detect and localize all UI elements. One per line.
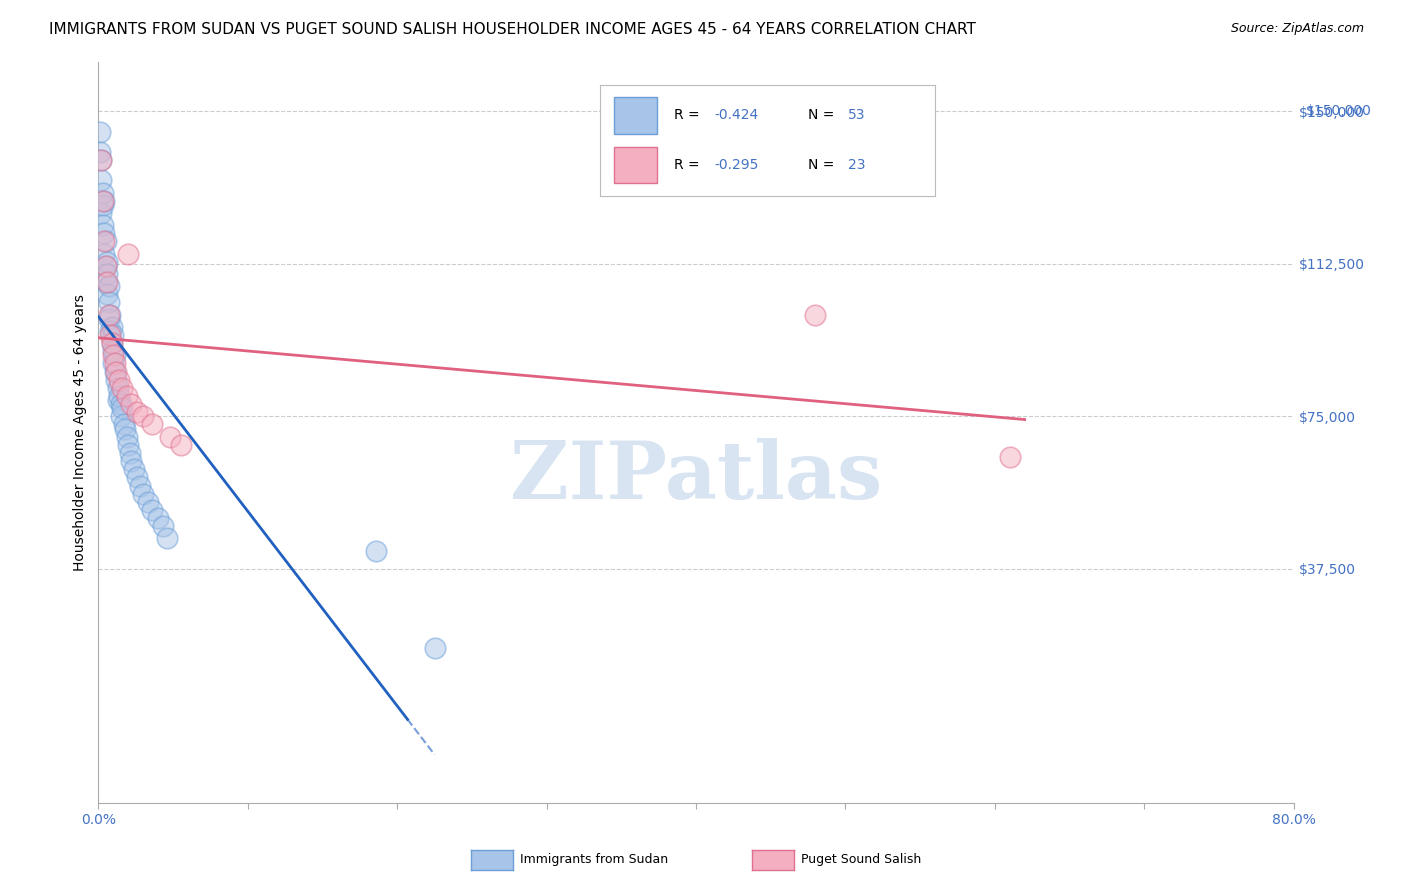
Point (998, 450, 1021, 464)
Point (94, 259, 117, 273)
Point (118, 446, 141, 460)
Point (94, 259, 117, 273)
Point (136, 495, 159, 509)
Point (115, 430, 138, 444)
Point (148, 511, 170, 525)
Point (105, 365, 128, 379)
Point (366, 543, 388, 558)
Point (103, 356, 125, 370)
Point (98, 324, 122, 338)
Point (103, 344, 125, 359)
Y-axis label: Householder Income Ages 45 - 64 years: Householder Income Ages 45 - 64 years (73, 294, 87, 571)
Point (91, 218, 114, 232)
Point (141, 503, 163, 517)
Point (132, 486, 155, 500)
Text: Immigrants from Sudan: Immigrants from Sudan (520, 854, 668, 866)
Point (101, 336, 124, 351)
Point (169, 438, 191, 452)
Point (93, 227, 115, 241)
Text: ZIPatlas: ZIPatlas (510, 438, 882, 516)
Point (423, 641, 446, 656)
Point (96, 275, 118, 289)
Point (127, 470, 149, 484)
Point (104, 356, 127, 370)
Point (90, 153, 112, 167)
Text: $150,000: $150,000 (1306, 104, 1371, 119)
Point (129, 478, 152, 492)
Point (107, 381, 129, 395)
Point (103, 348, 125, 362)
Point (156, 532, 179, 546)
Point (93, 235, 115, 249)
Point (103, 328, 125, 343)
Point (104, 365, 127, 379)
Text: IMMIGRANTS FROM SUDAN VS PUGET SOUND SALISH HOUSEHOLDER INCOME AGES 45 - 64 YEAR: IMMIGRANTS FROM SUDAN VS PUGET SOUND SAL… (49, 22, 976, 37)
Point (114, 421, 136, 435)
Point (97, 279, 120, 293)
Point (115, 389, 138, 403)
Point (105, 373, 128, 387)
Point (90, 153, 112, 167)
Point (93, 246, 115, 260)
Point (101, 336, 124, 351)
Point (141, 417, 163, 432)
Point (132, 409, 155, 424)
Point (120, 397, 142, 411)
Point (108, 389, 131, 403)
Text: Source: ZipAtlas.com: Source: ZipAtlas.com (1230, 22, 1364, 36)
Point (112, 417, 135, 432)
Point (108, 373, 131, 387)
Point (90, 206, 112, 220)
Point (96, 267, 118, 281)
Point (110, 409, 132, 424)
Point (91, 198, 114, 212)
Point (93, 194, 115, 208)
Point (89, 145, 111, 159)
Point (127, 405, 149, 419)
Point (91, 194, 114, 208)
Point (91, 186, 114, 200)
Point (110, 397, 132, 411)
Point (97, 311, 120, 326)
Point (96, 287, 118, 301)
Point (111, 401, 134, 416)
Point (159, 430, 181, 444)
Point (120, 454, 142, 468)
Point (804, 308, 827, 322)
Point (98, 308, 122, 322)
Point (152, 519, 174, 533)
Point (94, 235, 117, 249)
Point (111, 381, 134, 395)
Point (104, 348, 127, 362)
Point (89, 125, 111, 139)
Point (101, 319, 124, 334)
Point (96, 254, 118, 268)
Point (117, 438, 139, 452)
Point (98, 328, 122, 343)
Point (97, 295, 120, 310)
Point (117, 246, 139, 260)
Point (97, 308, 120, 322)
Point (124, 462, 146, 476)
Text: Puget Sound Salish: Puget Sound Salish (801, 854, 922, 866)
Point (107, 393, 129, 408)
Point (94, 275, 117, 289)
Point (90, 173, 112, 187)
